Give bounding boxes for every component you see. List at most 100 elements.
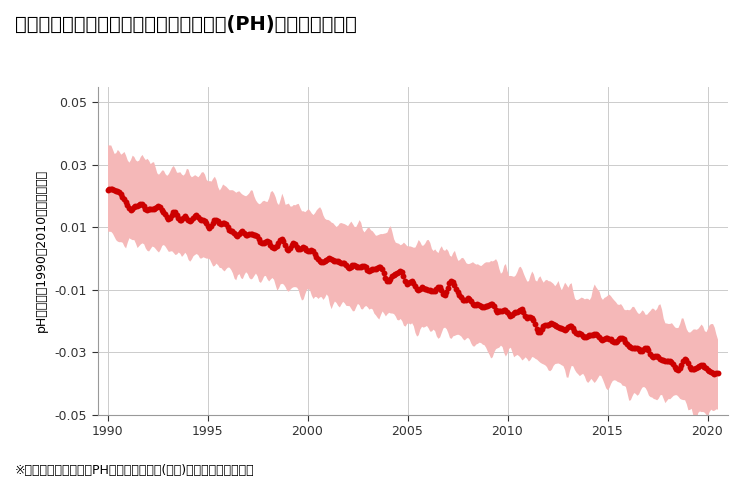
Point bbox=[503, 310, 515, 318]
Point bbox=[596, 336, 608, 344]
Point bbox=[215, 220, 227, 228]
Point bbox=[512, 308, 524, 315]
Point bbox=[639, 344, 651, 352]
Point bbox=[358, 262, 370, 269]
Point bbox=[670, 365, 682, 373]
Point bbox=[162, 215, 174, 223]
Point bbox=[236, 228, 248, 235]
Point bbox=[646, 352, 658, 360]
Point bbox=[386, 272, 398, 280]
Point bbox=[327, 256, 339, 264]
Point bbox=[182, 216, 194, 224]
Point bbox=[338, 260, 350, 268]
Point bbox=[680, 356, 692, 364]
Point bbox=[276, 235, 288, 243]
Point bbox=[205, 222, 217, 230]
Point bbox=[158, 208, 170, 216]
Point bbox=[271, 242, 283, 250]
Point bbox=[278, 237, 290, 245]
Point bbox=[384, 275, 396, 282]
Point bbox=[490, 306, 502, 314]
Point bbox=[665, 359, 677, 366]
Point bbox=[250, 231, 262, 239]
Point bbox=[562, 323, 574, 331]
Point bbox=[568, 327, 580, 335]
Point bbox=[430, 285, 442, 293]
Point bbox=[410, 285, 422, 293]
Point bbox=[432, 283, 444, 291]
Point bbox=[636, 348, 648, 355]
Point bbox=[419, 285, 430, 293]
Point bbox=[146, 205, 158, 213]
Point bbox=[427, 288, 439, 295]
Point bbox=[211, 217, 223, 225]
Y-axis label: pHの偏差（1990〜2010年平均の差）: pHの偏差（1990〜2010年平均の差） bbox=[34, 169, 48, 332]
Point bbox=[381, 277, 393, 284]
Point bbox=[152, 202, 164, 210]
Point bbox=[695, 361, 707, 368]
Point bbox=[400, 280, 412, 287]
Point bbox=[389, 270, 401, 278]
Point bbox=[360, 263, 372, 271]
Point bbox=[242, 231, 254, 239]
Point bbox=[511, 308, 523, 315]
Point bbox=[330, 257, 342, 265]
Point bbox=[514, 306, 526, 314]
Point bbox=[414, 285, 426, 293]
Point bbox=[651, 352, 663, 360]
Point bbox=[457, 295, 469, 303]
Point bbox=[425, 287, 437, 295]
Point bbox=[433, 283, 445, 291]
Point bbox=[298, 244, 310, 252]
Point bbox=[534, 328, 546, 336]
Point bbox=[185, 216, 197, 224]
Point bbox=[588, 331, 600, 338]
Point bbox=[638, 346, 650, 353]
Point bbox=[220, 220, 232, 228]
Point bbox=[106, 186, 118, 193]
Point bbox=[440, 288, 452, 296]
Point bbox=[602, 335, 613, 342]
Point bbox=[416, 283, 428, 291]
Point bbox=[258, 240, 270, 247]
Point bbox=[523, 314, 535, 321]
Point bbox=[325, 255, 337, 263]
Point bbox=[662, 357, 674, 365]
Point bbox=[199, 217, 211, 225]
Point bbox=[656, 356, 668, 363]
Point bbox=[483, 301, 495, 309]
Point bbox=[554, 324, 566, 332]
Point bbox=[304, 247, 316, 255]
Point bbox=[621, 340, 633, 348]
Point bbox=[230, 231, 242, 239]
Point bbox=[677, 357, 689, 365]
Point bbox=[264, 241, 276, 249]
Point bbox=[675, 361, 687, 369]
Point bbox=[577, 332, 589, 339]
Point bbox=[496, 307, 508, 314]
Point bbox=[647, 353, 659, 361]
Point bbox=[376, 265, 388, 273]
Point bbox=[309, 250, 321, 257]
Point bbox=[584, 331, 596, 339]
Point bbox=[323, 254, 335, 262]
Point bbox=[600, 334, 612, 342]
Point bbox=[378, 269, 390, 277]
Point bbox=[388, 271, 400, 279]
Point bbox=[667, 361, 679, 368]
Point bbox=[356, 262, 368, 270]
Point bbox=[101, 186, 113, 193]
Point bbox=[501, 308, 513, 315]
Point bbox=[537, 322, 549, 330]
Point bbox=[634, 347, 646, 355]
Point bbox=[679, 355, 691, 363]
Point bbox=[113, 188, 125, 196]
Point bbox=[611, 337, 623, 345]
Point bbox=[566, 322, 578, 330]
Point bbox=[218, 219, 230, 227]
Point bbox=[550, 322, 562, 330]
Point bbox=[516, 306, 528, 313]
Point bbox=[549, 321, 561, 329]
Point bbox=[196, 216, 208, 224]
Point bbox=[532, 328, 544, 336]
